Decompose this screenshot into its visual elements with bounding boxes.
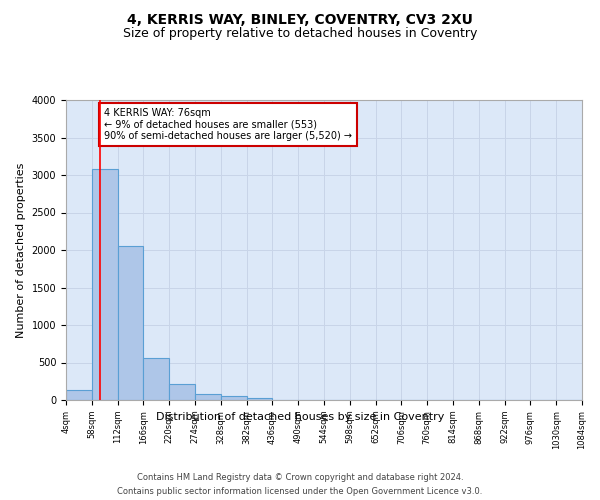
Bar: [143, 358, 169, 400]
Bar: [247, 398, 272, 400]
Y-axis label: Number of detached properties: Number of detached properties: [16, 162, 26, 338]
Text: 4, KERRIS WAY, BINLEY, COVENTRY, CV3 2XU: 4, KERRIS WAY, BINLEY, COVENTRY, CV3 2XU: [127, 12, 473, 26]
Bar: [195, 394, 221, 400]
Bar: [66, 390, 92, 400]
Text: Contains HM Land Registry data © Crown copyright and database right 2024.: Contains HM Land Registry data © Crown c…: [137, 472, 463, 482]
Bar: [118, 246, 143, 400]
Bar: [92, 169, 118, 400]
Text: 4 KERRIS WAY: 76sqm
← 9% of detached houses are smaller (553)
90% of semi-detach: 4 KERRIS WAY: 76sqm ← 9% of detached hou…: [104, 108, 352, 140]
Text: Distribution of detached houses by size in Coventry: Distribution of detached houses by size …: [156, 412, 444, 422]
Bar: [169, 384, 195, 400]
Bar: [221, 396, 247, 400]
Text: Contains public sector information licensed under the Open Government Licence v3: Contains public sector information licen…: [118, 488, 482, 496]
Text: Size of property relative to detached houses in Coventry: Size of property relative to detached ho…: [123, 28, 477, 40]
